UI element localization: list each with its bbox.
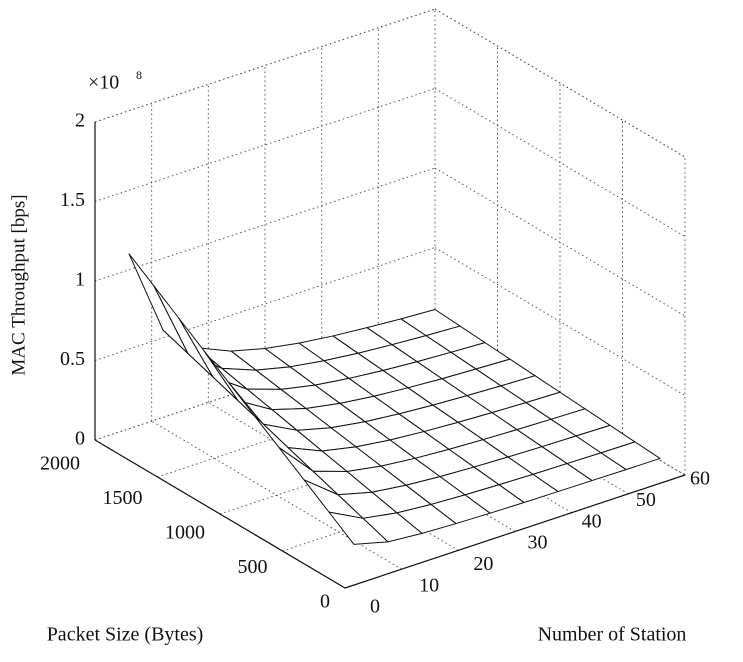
grid-line: [434, 247, 686, 396]
x-tick-label: 0: [370, 596, 380, 618]
z-tick-label: 2: [75, 110, 85, 132]
z-multiplier-base: ×10: [88, 72, 119, 94]
y-tick-label: 500: [238, 556, 268, 578]
y-tick-label: 0: [320, 591, 330, 613]
y-tick-label: 1500: [103, 487, 143, 509]
z-tick-label: 1.5: [60, 189, 85, 211]
x-axis-label: Number of Station: [538, 624, 687, 646]
x-tick-label: 40: [582, 510, 602, 532]
x-tick-label: 10: [419, 574, 439, 596]
y-tick-label: 1000: [165, 522, 205, 544]
z-tick-label: 1: [75, 269, 85, 291]
x-axis: [344, 474, 686, 589]
y-tick-label: 2000: [40, 453, 80, 475]
z-tick-label: 0.5: [60, 348, 85, 370]
box-edge: [434, 8, 686, 158]
grid-line: [219, 400, 561, 515]
surface-patch: [128, 253, 189, 354]
y-axis-label: Packet Size (Bytes): [47, 624, 204, 646]
grid-line: [434, 88, 686, 237]
grid-line: [94, 326, 436, 441]
grid-line: [157, 363, 498, 478]
grid-line: [94, 88, 436, 202]
x-tick-label: 60: [690, 468, 710, 490]
surface-patch: [153, 285, 214, 378]
grid-line: [94, 167, 436, 282]
box-edge: [94, 8, 436, 123]
grid-line: [434, 167, 686, 317]
x-tick-label: 30: [528, 532, 548, 554]
x-tick-label: 50: [636, 489, 656, 511]
z-axis-label: MAC Throughput [bps]: [8, 194, 29, 375]
z-tick-label: 0: [75, 428, 85, 450]
grid-line: [282, 437, 623, 552]
y-axis: [94, 439, 346, 589]
x-tick-label: 20: [473, 553, 493, 575]
z-multiplier-exponent: 8: [136, 68, 142, 82]
grid-line: [94, 247, 436, 361]
grid-line: [94, 8, 436, 123]
surface-patch: [328, 511, 389, 545]
